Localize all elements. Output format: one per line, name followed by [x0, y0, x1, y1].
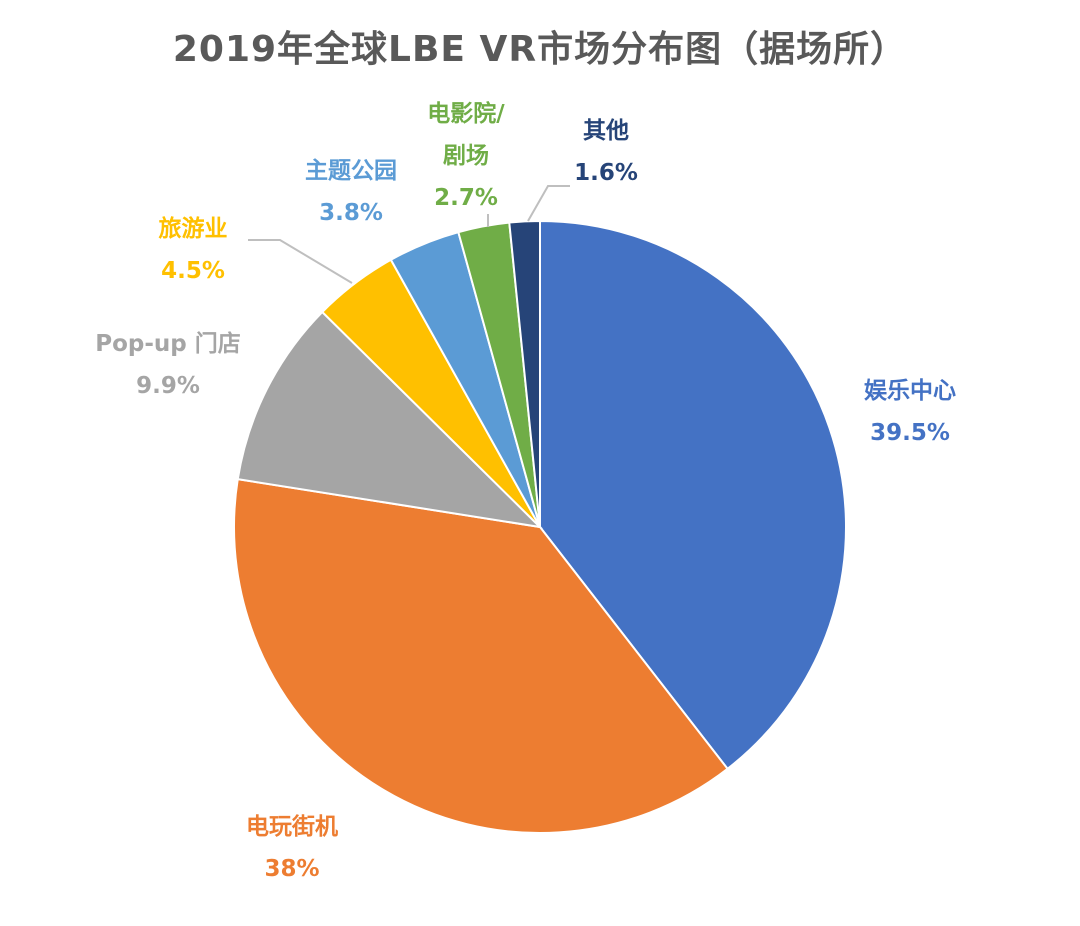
category-label: 电影院/	[427, 100, 505, 127]
chart-title: 2019年全球LBE VR市场分布图（据场所）	[172, 29, 908, 70]
value-label: 3.8%	[319, 200, 383, 226]
value-label: 39.5%	[870, 420, 950, 446]
value-label: 2.7%	[434, 185, 498, 211]
category-label: 剧场	[443, 143, 489, 169]
value-label: 9.9%	[136, 373, 200, 399]
category-label: Pop-up 门店	[95, 330, 241, 357]
pie-slice-1	[539, 219, 847, 771]
value-label: 4.5%	[161, 258, 225, 284]
category-label: 主题公园	[305, 158, 397, 184]
category-label: 电玩街机	[246, 813, 338, 840]
pie-slice-2	[233, 477, 729, 834]
pie-slice-3	[236, 310, 543, 529]
category-label: 其他	[583, 118, 629, 144]
pie-slice-7	[508, 219, 541, 528]
leader-line	[527, 185, 570, 222]
category-label: 旅游业	[159, 215, 228, 242]
leader-line	[248, 239, 353, 284]
category-label: 娱乐中心	[864, 378, 956, 404]
value-label: 1.6%	[574, 160, 638, 186]
value-label: 38%	[264, 856, 319, 882]
